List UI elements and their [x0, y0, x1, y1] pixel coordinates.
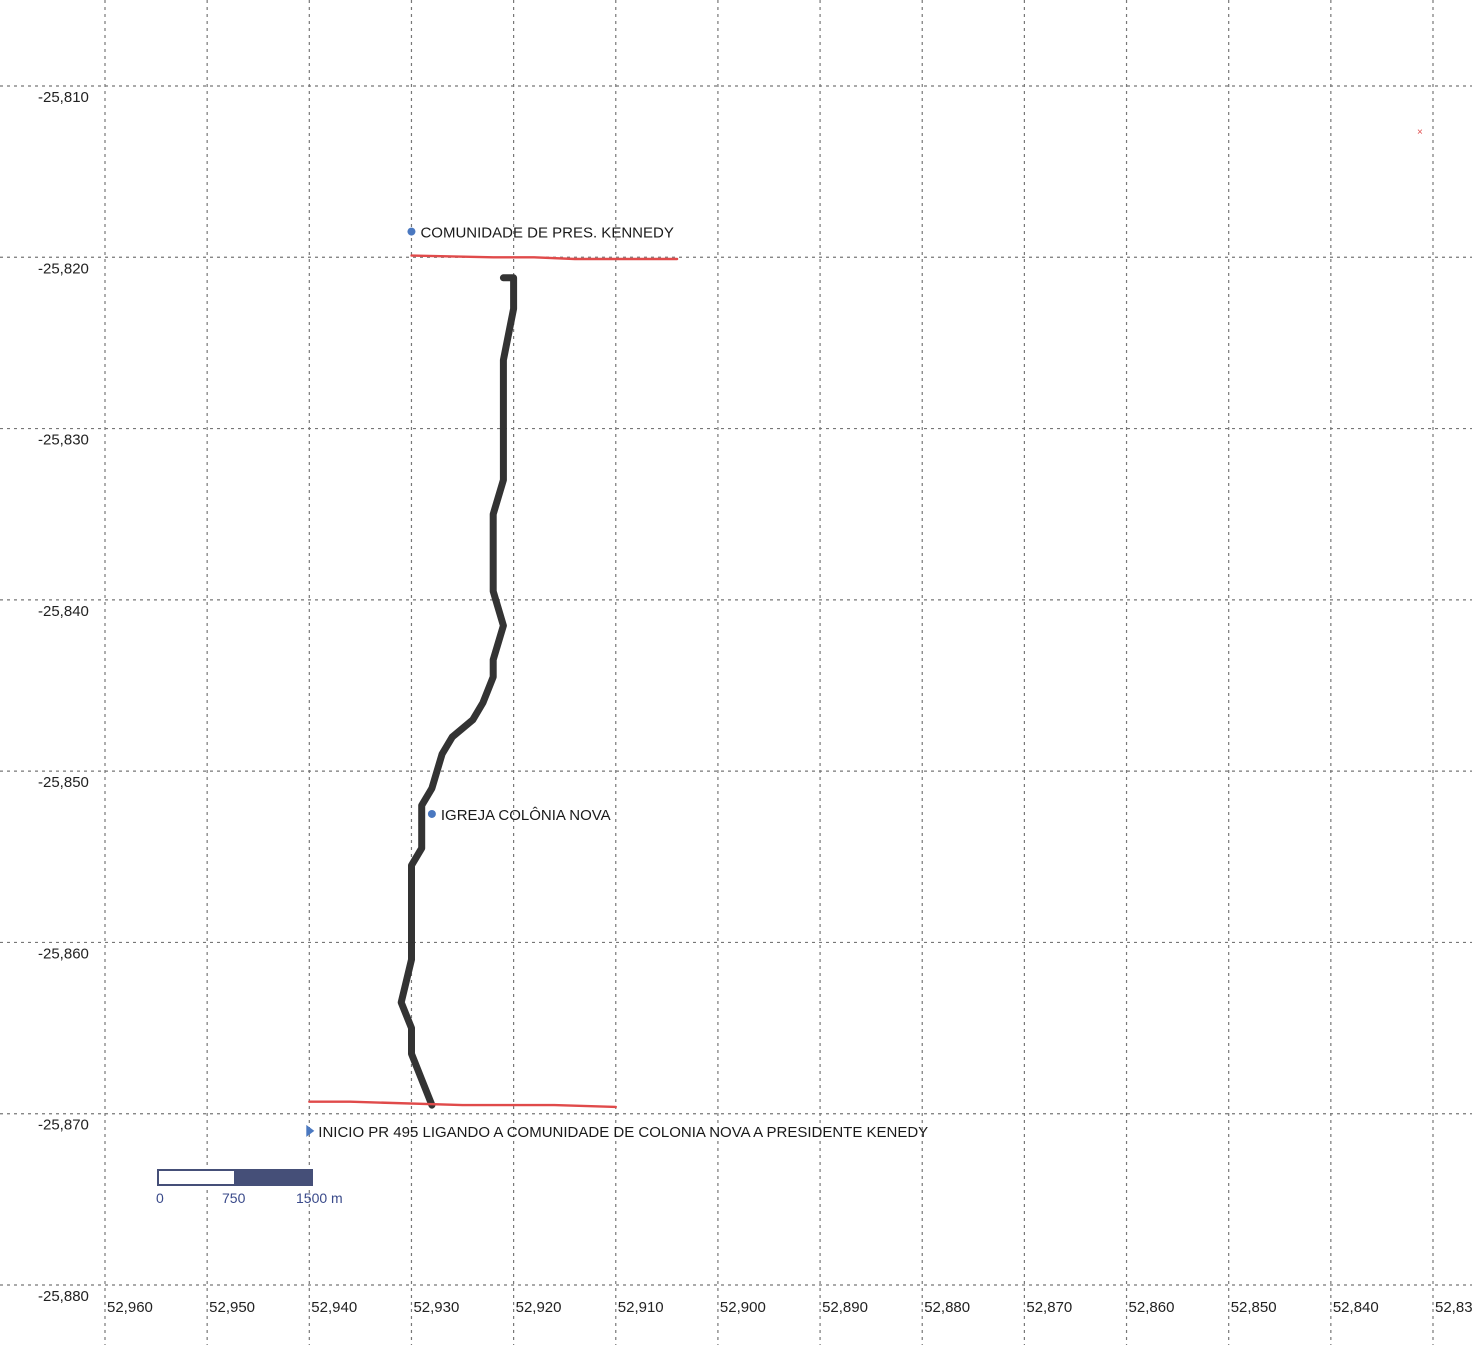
latitude-tick-labels: -25,810 -25,820 -25,830 -25,840 -25,850 -25,8… — [38, 89, 89, 1305]
red-cross-mark: × — [1417, 127, 1423, 138]
route-layer — [308, 254, 679, 1109]
place-markers: COMUNIDADE DE PRES. KENNEDY IGREJA COLÔNI… — [306, 225, 928, 1141]
scale-segment-2 — [234, 1169, 313, 1186]
road-track — [397, 274, 518, 1109]
x-tick-label: 52,880 — [924, 1299, 970, 1316]
x-tick-label: 52,920 — [516, 1299, 562, 1316]
x-tick-label: 52,890 — [822, 1299, 868, 1316]
scale-label-1500: 1500 m — [296, 1190, 343, 1206]
y-tick-label: -25,860 — [38, 945, 89, 962]
x-tick-label: 52,960 — [107, 1299, 153, 1316]
scale-label-0: 0 — [156, 1190, 164, 1206]
latitude-grid-lines — [0, 85, 1472, 1286]
y-tick-label: -25,840 — [38, 603, 89, 620]
x-tick-label: 52,950 — [209, 1299, 255, 1316]
red-line-north — [410, 254, 679, 261]
start-marker-icon — [306, 1124, 315, 1137]
longitude-tick-labels: 52,960 52,950 52,940 52,930 52,920 52,910 52,9… — [107, 1299, 1472, 1316]
x-tick-label: 52,830 — [1435, 1299, 1472, 1316]
x-tick-label: 52,930 — [413, 1299, 459, 1316]
scale-bar: 0 750 1500 m — [156, 1169, 343, 1206]
longitude-grid-lines — [104, 0, 1434, 1345]
red-line-south — [308, 1100, 617, 1109]
y-tick-label: -25,880 — [38, 1288, 89, 1305]
place-label: INICIO PR 495 LIGANDO A COMUNIDADE DE CO… — [318, 1124, 928, 1141]
x-tick-label: 52,870 — [1026, 1299, 1072, 1316]
place-label: IGREJA COLÔNIA NOVA — [441, 807, 611, 824]
y-tick-label: -25,850 — [38, 774, 89, 791]
y-tick-label: -25,830 — [38, 432, 89, 449]
scale-label-750: 750 — [222, 1190, 246, 1206]
x-tick-label: 52,900 — [720, 1299, 766, 1316]
x-tick-label: 52,940 — [311, 1299, 357, 1316]
scale-segment-1 — [157, 1169, 236, 1186]
place-marker-icon — [407, 227, 416, 236]
y-tick-label: -25,820 — [38, 260, 89, 277]
y-tick-label: -25,870 — [38, 1117, 89, 1134]
x-tick-label: 52,860 — [1129, 1299, 1175, 1316]
x-tick-label: 52,840 — [1333, 1299, 1379, 1316]
x-tick-label: 52,910 — [618, 1299, 664, 1316]
y-tick-label: -25,810 — [38, 89, 89, 106]
place-marker-icon — [427, 809, 436, 818]
place-label: COMUNIDADE DE PRES. KENNEDY — [420, 225, 673, 242]
x-tick-label: 52,850 — [1231, 1299, 1277, 1316]
